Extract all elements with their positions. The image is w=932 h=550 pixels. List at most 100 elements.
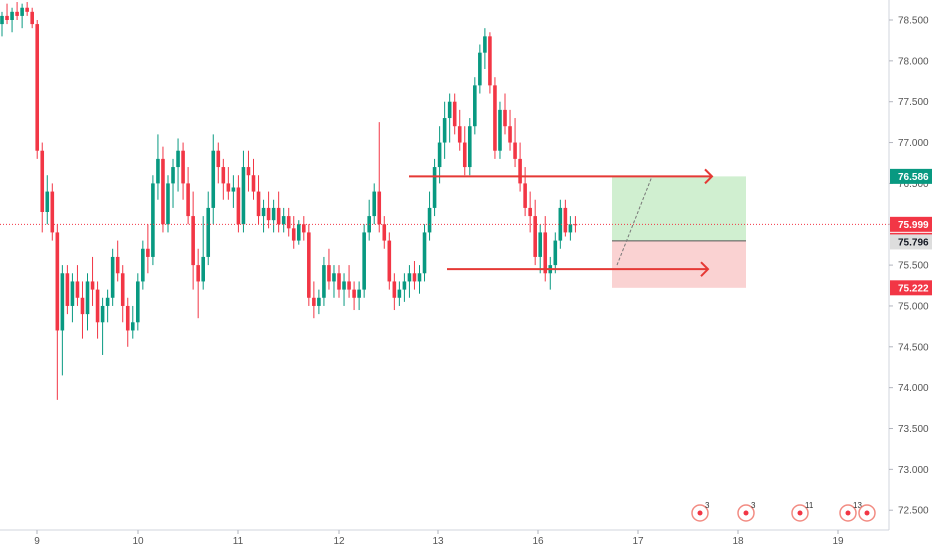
candle[interactable] (322, 256, 326, 306)
candle[interactable] (226, 167, 231, 200)
candle[interactable] (206, 191, 211, 266)
candle[interactable] (110, 248, 115, 306)
candle[interactable] (231, 175, 236, 208)
candle[interactable] (498, 101, 502, 159)
candle[interactable] (523, 167, 527, 217)
candle[interactable] (493, 77, 497, 159)
candle[interactable] (442, 101, 447, 159)
candle[interactable] (291, 216, 296, 249)
candle[interactable] (342, 273, 346, 306)
candle[interactable] (30, 7, 34, 29)
candle[interactable] (317, 289, 321, 315)
candle[interactable] (281, 207, 286, 233)
candle[interactable] (65, 265, 70, 315)
candle[interactable] (161, 146, 165, 233)
candle[interactable] (75, 265, 80, 306)
candle[interactable] (241, 150, 246, 233)
candle[interactable] (100, 297, 105, 355)
candle[interactable] (271, 199, 276, 233)
candle[interactable] (513, 118, 517, 168)
candle[interactable] (246, 150, 251, 192)
candle[interactable] (462, 126, 467, 176)
candle[interactable] (90, 256, 95, 306)
candle[interactable] (302, 216, 306, 241)
candle[interactable] (95, 281, 100, 339)
candle[interactable] (483, 28, 487, 70)
candle[interactable] (35, 20, 40, 159)
event-marker[interactable]: 13 (839, 501, 862, 522)
candle[interactable] (457, 109, 462, 151)
candle[interactable] (397, 281, 402, 306)
candle[interactable] (20, 3, 24, 29)
candle[interactable] (533, 199, 537, 266)
candle[interactable] (10, 7, 14, 33)
candle[interactable] (40, 142, 45, 233)
candle[interactable] (5, 3, 9, 25)
event-marker[interactable]: 11 (791, 501, 814, 522)
event-marker[interactable]: 3 (691, 501, 710, 522)
candle[interactable] (45, 175, 50, 225)
candle[interactable] (221, 158, 226, 200)
candle[interactable] (25, 2, 29, 16)
candle[interactable] (447, 93, 452, 143)
candle[interactable] (528, 191, 532, 233)
candle[interactable] (452, 93, 457, 135)
candle[interactable] (171, 158, 175, 208)
candle[interactable] (508, 109, 512, 151)
candle[interactable] (478, 44, 482, 94)
candle[interactable] (50, 183, 55, 241)
candle[interactable] (327, 248, 331, 290)
candle[interactable] (573, 216, 578, 233)
candle[interactable] (156, 134, 160, 200)
candle[interactable] (467, 118, 472, 176)
candle[interactable] (115, 240, 120, 282)
event-marker[interactable] (858, 504, 876, 522)
candle[interactable] (473, 77, 477, 135)
candle[interactable] (312, 281, 316, 319)
candle[interactable] (407, 265, 412, 298)
candle[interactable] (166, 175, 170, 233)
candle[interactable] (417, 265, 422, 294)
candle[interactable] (387, 232, 392, 290)
candle[interactable] (251, 158, 256, 200)
candle[interactable] (538, 224, 543, 274)
candle[interactable] (191, 191, 195, 290)
candle[interactable] (568, 216, 573, 241)
candle[interactable] (372, 183, 377, 225)
candle[interactable] (151, 175, 155, 266)
candle[interactable] (503, 93, 507, 135)
candle[interactable] (563, 199, 568, 237)
candle[interactable] (488, 32, 492, 94)
candle[interactable] (432, 158, 437, 217)
candle[interactable] (256, 175, 261, 225)
candle[interactable] (261, 199, 266, 233)
candle[interactable] (357, 281, 361, 311)
candle[interactable] (402, 273, 407, 302)
candle[interactable] (437, 126, 442, 184)
candle[interactable] (186, 167, 190, 225)
candle[interactable] (352, 281, 356, 311)
candle[interactable] (80, 281, 85, 339)
candle[interactable] (130, 305, 135, 339)
profit-zone[interactable] (612, 176, 746, 241)
candle[interactable] (0, 11, 4, 37)
arrow-annotation[interactable] (447, 261, 710, 277)
candle[interactable] (286, 207, 291, 237)
candle[interactable] (377, 122, 382, 233)
arrow-annotation[interactable] (409, 168, 714, 185)
candle[interactable] (543, 216, 548, 282)
candle[interactable] (125, 297, 130, 347)
candle[interactable] (307, 224, 311, 306)
candle[interactable] (362, 224, 366, 298)
candle[interactable] (70, 273, 75, 323)
candle[interactable] (332, 265, 336, 298)
event-marker[interactable]: 3 (737, 501, 756, 522)
candle[interactable] (196, 248, 200, 319)
candle[interactable] (136, 273, 140, 331)
candle[interactable] (276, 191, 281, 233)
candle[interactable] (176, 138, 180, 192)
candle[interactable] (105, 289, 110, 323)
candle[interactable] (518, 142, 522, 192)
candle[interactable] (60, 265, 65, 376)
